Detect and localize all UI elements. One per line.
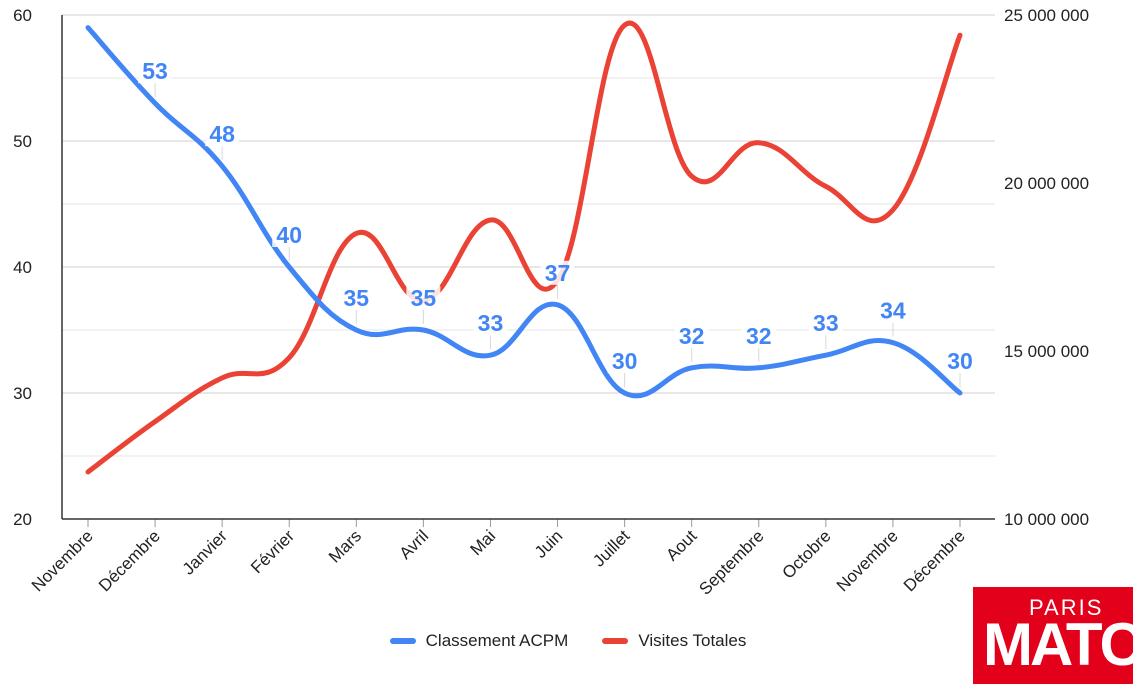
left-tick-label: 40 <box>13 258 32 277</box>
data-label: 35 <box>344 285 370 311</box>
x-tick-label: Décembre <box>900 526 969 595</box>
right-tick-label: 10 000 000 <box>1004 510 1089 529</box>
series-line-visites-totales <box>85 20 963 475</box>
legend-item-visites[interactable]: Visites Totales <box>602 631 746 651</box>
data-label: 33 <box>478 310 504 336</box>
x-tick-label: Octobre <box>778 526 834 582</box>
legend-swatch-acpm <box>389 638 416 644</box>
right-tick-label: 15 000 000 <box>1004 342 1089 361</box>
data-label: 48 <box>209 121 235 147</box>
data-label: 30 <box>612 348 638 374</box>
legend-label-visites: Visites Totales <box>638 631 747 650</box>
data-label: 35 <box>411 285 437 311</box>
data-label-bg <box>540 260 575 285</box>
x-tick-label: Aout <box>662 526 700 564</box>
x-tick-label: Février <box>247 526 298 577</box>
data-label-bg <box>406 286 441 310</box>
data-label-bg <box>138 59 173 84</box>
right-tick-label: 20 000 000 <box>1004 174 1089 193</box>
x-tick-label: Décembre <box>95 526 164 595</box>
x-tick-label: Janvier <box>179 526 231 578</box>
x-tick-label: Juin <box>531 526 566 561</box>
data-label: 40 <box>276 222 302 248</box>
right-axis-ticks: 10 000 000 15 000 000 20 000 000 25 000 000 <box>1004 6 1089 529</box>
data-label: 30 <box>947 348 973 374</box>
x-tick-label: Mars <box>325 526 365 566</box>
data-label: 32 <box>746 323 772 349</box>
legend-item-acpm[interactable]: Classement ACPM <box>389 631 569 651</box>
x-tick-label: Novembre <box>28 526 97 595</box>
data-label-bg <box>272 223 307 247</box>
data-label-bg <box>674 323 709 348</box>
data-label-bg <box>339 286 374 310</box>
line-chart: 20 30 40 50 60 10 000 000 15 000 000 20 000 00… <box>13 6 1089 599</box>
paris-match-logo: PARIS MATCH <box>973 587 1133 684</box>
data-label: 32 <box>679 323 705 349</box>
left-tick-label: 30 <box>13 384 32 403</box>
data-label: 34 <box>880 298 906 324</box>
x-tick-label: Juillet <box>589 526 633 570</box>
data-label-bg <box>808 311 843 336</box>
left-tick-label: 20 <box>13 510 32 529</box>
left-tick-label: 60 <box>13 6 32 25</box>
series-lines <box>85 20 963 475</box>
x-tick-label: Septembre <box>695 526 767 598</box>
logo-text-paris: PARIS <box>1029 595 1104 620</box>
data-label-bg <box>875 298 910 323</box>
series-line-classement-acpm <box>85 25 963 399</box>
data-label: 33 <box>813 310 839 336</box>
legend-swatch-visites <box>602 638 629 644</box>
data-label-bg <box>943 349 977 373</box>
data-label-bg <box>205 122 240 147</box>
data-label: 53 <box>142 58 168 84</box>
data-label-bg <box>473 311 508 336</box>
logo-text-match: MATCH <box>983 611 1133 678</box>
right-tick-label: 25 000 000 <box>1004 6 1089 25</box>
axes <box>61 15 995 520</box>
data-label-bg <box>607 349 642 373</box>
left-tick-label: 50 <box>13 132 32 151</box>
x-tick-label: Novembre <box>833 526 902 595</box>
x-tick-label: Avril <box>396 526 433 563</box>
data-label-bg <box>741 323 776 348</box>
legend: Classement ACPM Visites Totales <box>0 628 1136 654</box>
left-axis-ticks: 20 30 40 50 60 <box>13 6 32 529</box>
x-tick-label: Mai <box>466 526 499 559</box>
legend-label-acpm: Classement ACPM <box>425 631 569 650</box>
data-label: 37 <box>545 260 571 286</box>
data-labels: 53 48 40 35 35 33 37 30 32 32 33 34 30 <box>138 58 977 387</box>
